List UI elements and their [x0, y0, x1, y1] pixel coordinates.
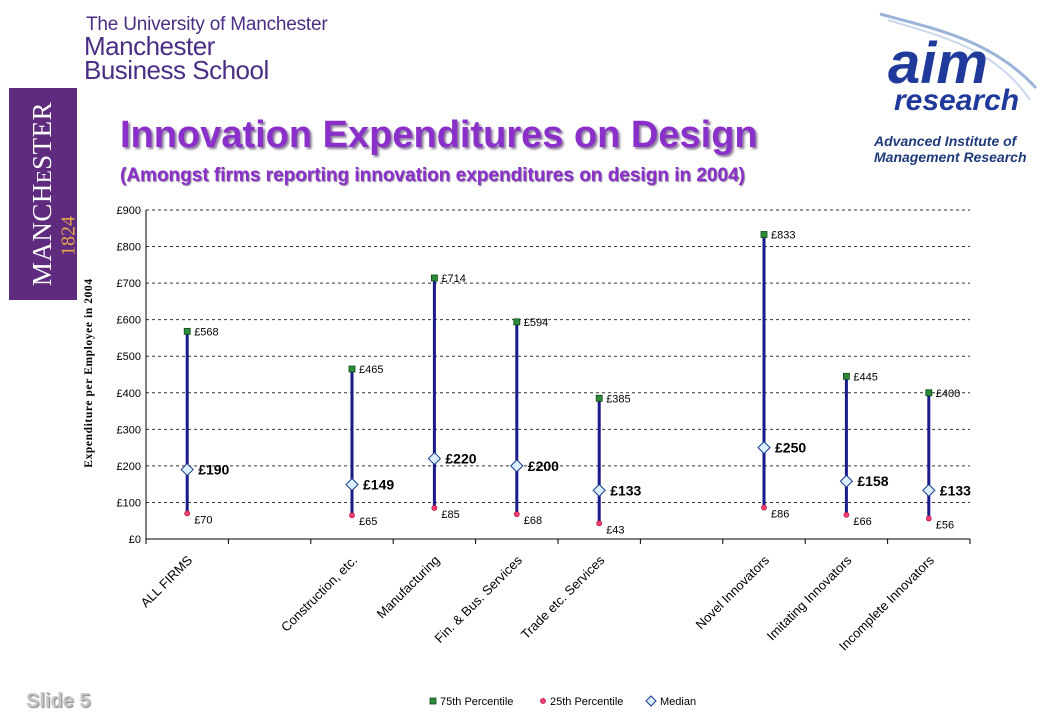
p25-marker [596, 520, 603, 527]
slide-number: Slide 5 [26, 690, 91, 712]
p25-data-label: £68 [524, 515, 542, 527]
p25-data-label: £86 [771, 509, 789, 521]
median-data-label: £250 [775, 440, 806, 456]
chart-legend: 75th Percentile 25th Percentile Median [429, 695, 696, 708]
median-marker [839, 474, 854, 488]
expenditure-chart: £0 £100 £200 £300 £400 £500 £600 £700 £800 £900 E… [83, 205, 971, 708]
p75-data-label: £445 [853, 371, 877, 383]
median-marker [922, 483, 936, 498]
y-tick-label: £600 [117, 315, 141, 327]
business-school-name: Manchester Business School [84, 31, 269, 85]
p75-data-label: £594 [524, 317, 548, 329]
p75-data-label: £385 [606, 393, 630, 405]
legend-p25-label: 25th Percentile [550, 696, 623, 708]
business-school-line1: Manchester [84, 31, 215, 61]
median-data-label: £220 [445, 451, 476, 467]
p75-data-label: £465 [359, 364, 383, 376]
p75-marker [430, 274, 438, 282]
y-axis-tick-labels: £0 £100 £200 £300 £400 £500 £600 £700 £800 £900 [117, 205, 141, 546]
y-tick-label: £100 [117, 497, 141, 509]
median-marker [757, 440, 771, 455]
p75-marker [348, 365, 356, 373]
p75-data-label: £400 [936, 388, 960, 400]
p25-data-label: £70 [194, 514, 212, 526]
p75-marker [925, 389, 933, 397]
median-data-label: £149 [363, 477, 394, 493]
median-data-label: £133 [610, 482, 641, 498]
y-axis-label: Expenditure per Employee in 2004 [83, 278, 95, 467]
median-marker [427, 451, 442, 466]
x-category-label: Fin. & Bus. Services [432, 552, 526, 646]
slide-title: Innovation Expenditures on Design [120, 114, 758, 156]
aim-logo-research: research [894, 84, 1019, 116]
aim-logo-word: aim [888, 31, 988, 96]
y-tick-label: £400 [117, 388, 141, 400]
p25-data-label: £65 [359, 516, 377, 528]
p25-marker [184, 510, 191, 517]
legend-median-marker [645, 695, 657, 707]
legend-p75-marker [429, 697, 437, 705]
chart-marks: £568 £70 £190 £465 £65 £149 £714 £85 £220 £594 £68… [180, 229, 971, 536]
p25-data-label: £43 [606, 524, 624, 536]
p25-marker [513, 511, 520, 518]
slide-subtitle: (Amongst firms reporting innovation expe… [120, 165, 745, 186]
p25-marker [843, 511, 850, 518]
p25-marker [349, 512, 355, 519]
p75-marker [760, 231, 768, 238]
p75-data-label: £568 [194, 326, 218, 338]
y-tick-label: £800 [117, 242, 141, 254]
chart-axes [145, 210, 971, 544]
median-data-label: £200 [528, 458, 559, 474]
y-tick-label: £900 [117, 205, 141, 217]
y-tick-label: £0 [129, 534, 141, 546]
y-tick-label: £500 [117, 351, 141, 363]
median-data-label: £133 [940, 482, 971, 498]
median-marker [345, 477, 359, 492]
manchester-crest-logo: MANCHESTER 1824 [9, 88, 77, 300]
p25-data-label: £56 [936, 520, 954, 532]
x-category-label: Imitating Innovators [764, 552, 855, 643]
median-marker [510, 459, 524, 473]
university-name: The University of Manchester [86, 14, 328, 35]
median-marker [592, 483, 606, 498]
y-tick-label: £300 [117, 424, 141, 436]
aim-sub-line2: Management Research [874, 149, 1027, 165]
x-category-label: Trade etc. Services [518, 552, 608, 642]
aim-research-logo: aim research [879, 12, 1038, 116]
p75-marker [183, 327, 191, 335]
p25-data-label: £66 [853, 516, 871, 528]
p75-marker [595, 394, 603, 402]
x-category-label: Incomplete Innovators [836, 552, 937, 653]
p25-marker [431, 505, 438, 511]
legend-median-label: Median [660, 696, 696, 708]
y-tick-label: £200 [117, 461, 141, 473]
p75-marker [843, 372, 850, 380]
aim-sub-line1: Advanced Institute of [874, 133, 1017, 149]
p75-marker [513, 318, 521, 326]
median-marker [180, 462, 194, 477]
median-data-label: £190 [198, 462, 229, 478]
x-category-label: ALL FIRMS [138, 552, 196, 610]
p25-marker [925, 515, 932, 522]
p75-data-label: £833 [771, 229, 795, 241]
x-category-label: Construction, etc. [278, 553, 360, 635]
y-tick-label: £700 [117, 278, 141, 290]
p75-data-label: £714 [441, 273, 465, 285]
p25-data-label: £85 [441, 509, 459, 521]
legend-p75-label: 75th Percentile [440, 696, 513, 708]
x-category-label: Manufacturing [374, 553, 443, 622]
median-data-label: £158 [857, 473, 888, 489]
p25-marker [761, 504, 767, 511]
chart-gridlines [146, 209, 970, 503]
x-axis-category-labels: ALL FIRMS Construction, etc. Manufacturing… [138, 552, 938, 653]
x-category-label: Novel Innovators [693, 552, 773, 632]
business-school-line2: Business School [84, 55, 269, 85]
legend-p25-marker [540, 698, 546, 704]
aim-institute-name: Advanced Institute of Management Researc… [874, 133, 1040, 165]
